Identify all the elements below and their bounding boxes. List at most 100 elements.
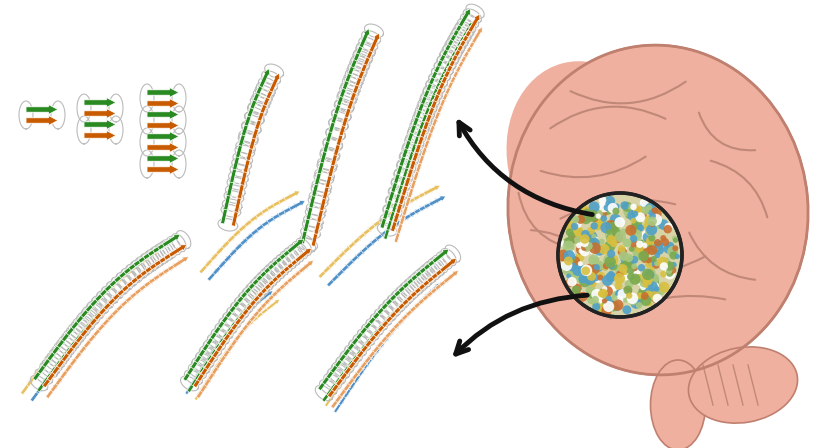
FancyArrow shape — [428, 96, 438, 116]
FancyArrow shape — [339, 370, 350, 384]
Circle shape — [587, 254, 599, 266]
FancyArrow shape — [147, 164, 179, 175]
FancyArrow shape — [61, 326, 74, 340]
FancyArrow shape — [147, 244, 165, 256]
FancyArrow shape — [198, 358, 210, 375]
FancyArrow shape — [50, 340, 62, 355]
Circle shape — [622, 306, 631, 314]
FancyArrow shape — [229, 163, 238, 183]
FancyArrow shape — [337, 245, 352, 258]
Circle shape — [600, 301, 609, 310]
FancyArrow shape — [145, 260, 162, 273]
FancyArrow shape — [207, 267, 219, 281]
Circle shape — [635, 276, 645, 286]
FancyArrow shape — [265, 275, 280, 290]
FancyArrow shape — [422, 288, 437, 301]
FancyArrow shape — [420, 85, 431, 104]
FancyArrow shape — [272, 268, 287, 283]
Circle shape — [563, 237, 574, 248]
FancyArrow shape — [272, 268, 287, 282]
FancyArrow shape — [51, 376, 62, 392]
Circle shape — [608, 261, 617, 271]
FancyArrow shape — [345, 63, 355, 82]
FancyArrow shape — [229, 243, 242, 256]
FancyArrow shape — [260, 263, 276, 277]
FancyArrow shape — [42, 370, 54, 386]
FancyArrow shape — [61, 345, 75, 362]
FancyArrow shape — [33, 363, 46, 381]
FancyArrow shape — [26, 104, 58, 115]
FancyArrow shape — [449, 48, 460, 67]
FancyArrow shape — [89, 309, 103, 323]
FancyArrow shape — [162, 235, 180, 247]
FancyArrow shape — [428, 66, 439, 85]
Circle shape — [592, 274, 599, 281]
FancyArrow shape — [364, 331, 379, 348]
FancyArrow shape — [405, 303, 419, 316]
FancyArrow shape — [221, 236, 234, 249]
FancyArrow shape — [79, 306, 93, 320]
FancyArrow shape — [334, 369, 346, 384]
Circle shape — [564, 249, 574, 259]
FancyArrow shape — [272, 210, 287, 220]
FancyArrow shape — [111, 302, 125, 316]
FancyArrow shape — [172, 257, 188, 268]
FancyArrow shape — [378, 211, 393, 223]
FancyArrow shape — [199, 378, 209, 392]
Circle shape — [640, 279, 647, 284]
FancyArrow shape — [43, 370, 56, 388]
Circle shape — [597, 211, 604, 219]
Circle shape — [595, 263, 603, 271]
FancyArrow shape — [287, 239, 304, 253]
FancyArrow shape — [426, 284, 441, 297]
Circle shape — [649, 212, 655, 220]
Circle shape — [597, 290, 604, 297]
FancyArrow shape — [279, 262, 294, 275]
FancyArrow shape — [36, 379, 48, 394]
FancyArrow shape — [396, 177, 405, 194]
FancyArrow shape — [458, 9, 470, 27]
Circle shape — [639, 278, 648, 288]
FancyArrow shape — [244, 278, 260, 294]
FancyArrow shape — [253, 286, 268, 302]
Ellipse shape — [652, 160, 782, 319]
FancyArrow shape — [354, 348, 365, 363]
FancyArrow shape — [256, 266, 272, 281]
FancyArrow shape — [56, 333, 68, 348]
Circle shape — [644, 270, 654, 280]
FancyArrow shape — [52, 358, 66, 375]
FancyArrow shape — [42, 370, 54, 385]
Circle shape — [663, 258, 669, 264]
Circle shape — [649, 273, 658, 284]
FancyArrow shape — [370, 232, 385, 245]
Circle shape — [630, 218, 636, 224]
Circle shape — [594, 266, 600, 273]
Circle shape — [641, 212, 646, 217]
FancyArrow shape — [20, 379, 33, 395]
FancyArrow shape — [195, 364, 205, 379]
FancyArrow shape — [437, 67, 447, 84]
FancyArrow shape — [338, 116, 348, 136]
FancyArrow shape — [238, 220, 252, 232]
FancyArrow shape — [225, 301, 239, 318]
FancyArrow shape — [368, 326, 381, 341]
FancyArrow shape — [156, 254, 173, 265]
FancyArrow shape — [265, 80, 277, 99]
Circle shape — [601, 275, 613, 286]
FancyArrow shape — [294, 264, 309, 276]
FancyArrow shape — [108, 290, 124, 305]
Circle shape — [654, 285, 665, 295]
Circle shape — [577, 237, 589, 248]
Circle shape — [652, 218, 663, 229]
Circle shape — [590, 234, 595, 239]
Circle shape — [586, 213, 594, 220]
FancyArrow shape — [256, 75, 266, 95]
FancyArrow shape — [233, 150, 241, 170]
FancyArrow shape — [99, 299, 113, 313]
FancyArrow shape — [117, 281, 133, 296]
FancyArrow shape — [84, 130, 115, 141]
FancyArrow shape — [65, 340, 77, 355]
Circle shape — [647, 268, 655, 276]
FancyArrow shape — [147, 87, 179, 98]
Circle shape — [606, 235, 615, 245]
